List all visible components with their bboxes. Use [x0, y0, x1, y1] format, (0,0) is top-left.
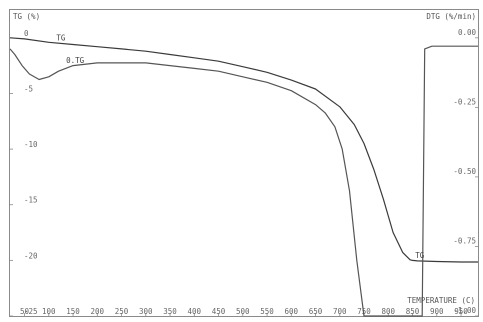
- y-left-axis-label: TG (%): [13, 12, 40, 21]
- x-tick-label: 450: [212, 307, 226, 316]
- y-right-tick-label: -1.00: [453, 306, 476, 315]
- series-labels: TG TG 0.TG: [56, 34, 424, 261]
- x-tick-label: 300: [139, 307, 153, 316]
- y-right-tick-label: -0.50: [453, 167, 476, 176]
- x-tick-label: 950: [454, 307, 468, 316]
- x-tick-label: 900: [430, 307, 444, 316]
- y-left-tick-label: -10: [24, 140, 38, 149]
- plot-frame: [9, 9, 479, 317]
- series-line-dtg: [9, 45, 478, 317]
- y-left-tick-label: 0: [24, 29, 29, 38]
- x-axis-label: TEMPERATURE (C): [407, 296, 475, 305]
- series-label: TG: [415, 251, 425, 260]
- x-tick-label: 750: [357, 307, 371, 316]
- x-tick-label: 800: [382, 307, 396, 316]
- series-label: 0.TG: [66, 56, 85, 65]
- x-tick-label: 600: [285, 307, 299, 316]
- y-right-tick-label: -0.75: [453, 236, 476, 245]
- x-tick-label: 150: [66, 307, 80, 316]
- series-label: TG: [56, 34, 66, 43]
- x-tick-label: 500: [236, 307, 250, 316]
- x-tick-label: 850: [406, 307, 420, 316]
- x-tick-label: 650: [309, 307, 323, 316]
- axis-ticks: 50 100 150 200 250 300 350 400 450 500 550 600 650 70…: [10, 28, 478, 317]
- y-left-tick-label: -25: [24, 307, 38, 316]
- x-tick-label: 700: [333, 307, 347, 316]
- x-tick-label: 400: [188, 307, 202, 316]
- series-line-tg: [9, 37, 478, 263]
- x-tick-label: 350: [163, 307, 177, 316]
- x-tick-label: 550: [260, 307, 274, 316]
- series-group: [9, 37, 478, 317]
- y-right-axis-label: DTG (%/min): [426, 12, 476, 21]
- x-tick-label: 50: [20, 307, 30, 316]
- y-left-tick-label: -15: [24, 196, 38, 205]
- y-left-tick-label: -5: [24, 84, 33, 93]
- x-tick-label: 200: [91, 307, 105, 316]
- y-left-tick-label: -20: [24, 251, 38, 260]
- y-right-tick-label: -0.25: [453, 97, 476, 106]
- x-tick-label: 100: [42, 307, 56, 316]
- x-tick-label: 250: [115, 307, 129, 316]
- y-right-tick-label: 0.00: [458, 28, 477, 37]
